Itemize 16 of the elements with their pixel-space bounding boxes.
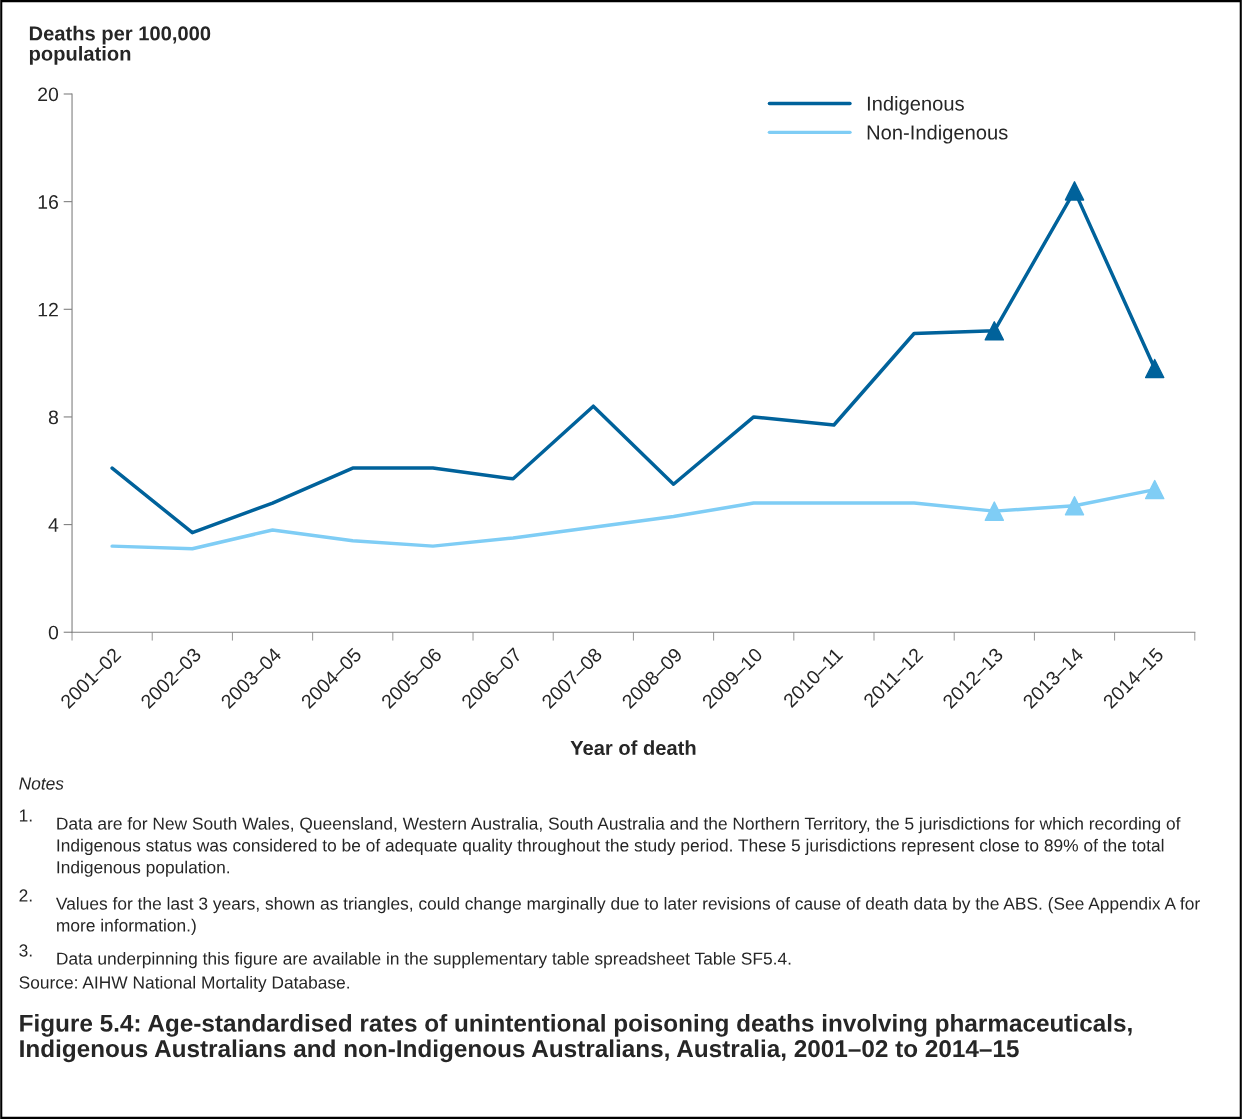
text: 2. Values for the last 3 years, shown as triangles, could change marginally due to later revisions of cause of death data by the ABS. (See Appendix A for more information.) (19, 889, 1200, 936)
source-note: Source: AIHW National Mortality Database. (19, 975, 349, 993)
y-tick-label: 20 (38, 87, 59, 102)
y-tick-label: 16 (38, 195, 58, 209)
y-tick-label: 4 (48, 518, 59, 532)
text: 3. Data underpinning this figure are available in the supplementary table spreadsheet Table SF5.4. (19, 944, 791, 969)
y-tick-label: 0 (48, 625, 59, 640)
legend-label: Non-Indigenous (867, 124, 1008, 144)
y-tick-label: 12 (38, 302, 58, 317)
y-axis-title: Deaths per 100,000 population (29, 25, 211, 65)
y-tick-label: 8 (48, 410, 58, 425)
text: Notes (19, 777, 64, 790)
text: Figure 5.4: Age-standardised rates of unintentional poisoning deaths involving pharmaceuticals, Indigenous Australians and non-Indigenous Australians, Australia, 2001–02 to 2014–15 (20, 1014, 1132, 1063)
text: 1. Data are for New South Wales, Queensland, Western Australia, South Australia and the Northern Territory, the 5 jurisdictions for which recording of Indigenous status was considered to be of adequate quality throughout the study period. These 5 jurisdictions represent close to 89% of the total Indigenous population. (19, 809, 1181, 877)
legend-label: Indigenous (867, 95, 964, 115)
x-axis-title: Year of death (570, 740, 696, 756)
